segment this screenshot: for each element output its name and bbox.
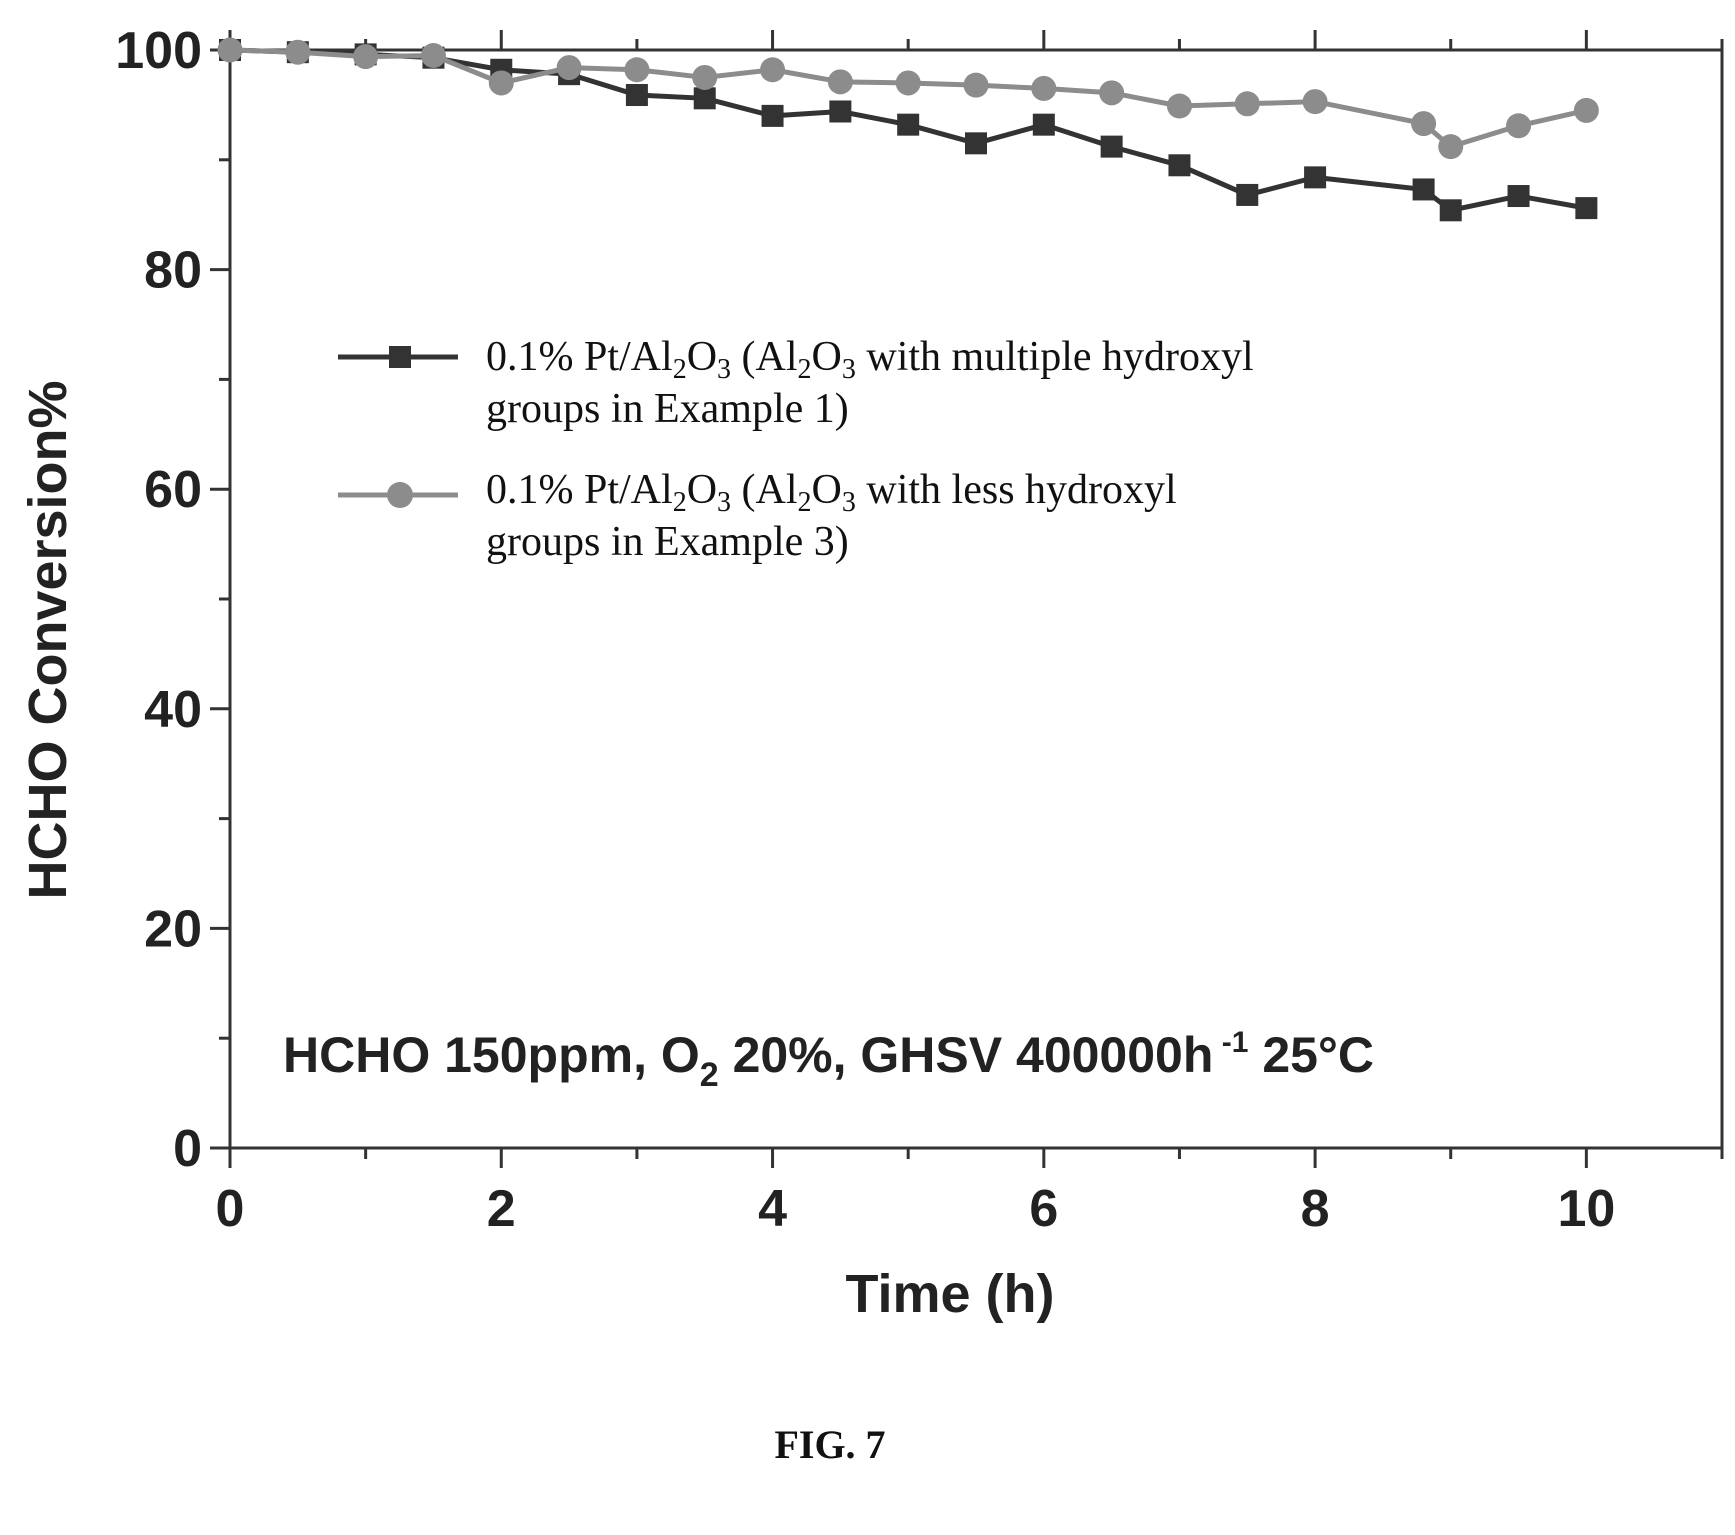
data-point-square — [1236, 183, 1259, 206]
data-point-circle — [488, 70, 514, 96]
data-point-circle — [1099, 80, 1125, 106]
series-1 — [219, 39, 1598, 222]
data-point-square — [1507, 185, 1530, 208]
x-axis-label: Time (h) — [845, 1264, 1054, 1324]
data-point-circle — [217, 37, 243, 63]
x-tick-label: 4 — [758, 1180, 787, 1238]
series-2 — [217, 37, 1599, 160]
y-tick-label: 0 — [173, 1120, 202, 1178]
y-tick-label: 40 — [144, 681, 202, 739]
plot-border — [228, 48, 1724, 1150]
y-tick-label: 100 — [115, 22, 202, 80]
y-axis-ticks: 0 20 40 60 80 100 — [115, 22, 230, 1178]
data-point-square — [1304, 166, 1327, 189]
data-point-circle — [1411, 111, 1437, 137]
plot-frame — [228, 48, 1724, 1150]
x-tick-label: 2 — [487, 1180, 516, 1238]
data-point-square — [897, 113, 920, 136]
data-point-square — [1100, 135, 1123, 158]
legend-label-series-1: 0.1% Pt/Al2O3 (Al2O3 with multiple hydro… — [486, 334, 1264, 432]
legend-marker-circle — [387, 482, 413, 508]
y-tick-label: 60 — [144, 461, 202, 519]
data-point-square — [625, 84, 648, 107]
y-axis-label: HCHO Conversion% — [18, 380, 78, 899]
data-point-circle — [1234, 91, 1260, 117]
data-point-circle — [1302, 89, 1328, 115]
data-point-circle — [827, 69, 853, 95]
figure-label: FIG. 7 — [774, 1422, 885, 1467]
legend-marker-square — [389, 346, 411, 368]
data-point-circle — [420, 42, 446, 68]
data-point-square — [1168, 154, 1191, 177]
data-point-square — [1412, 178, 1435, 201]
data-point-square — [693, 87, 716, 110]
x-tick-label: 10 — [1557, 1180, 1615, 1238]
data-point-circle — [692, 64, 718, 90]
data-point-circle — [1506, 113, 1532, 139]
x-tick-label: 8 — [1301, 1180, 1330, 1238]
x-tick-label: 0 — [216, 1180, 245, 1238]
legend: 0.1% Pt/Al2O3 (Al2O3 with multiple hydro… — [338, 334, 1264, 565]
y-tick-label: 20 — [144, 900, 202, 958]
legend-entry-series-2: 0.1% Pt/Al2O3 (Al2O3 with less hydroxyl … — [338, 467, 1187, 565]
data-point-circle — [1166, 93, 1192, 119]
y-tick-label: 80 — [144, 242, 202, 300]
series-layer — [217, 37, 1599, 222]
conditions-annotation: HCHO 150ppm, O2 20%, GHSV 400000h -1 25°… — [283, 1026, 1374, 1094]
data-point-square — [1575, 197, 1598, 220]
x-axis-ticks: 0 2 4 6 8 10 — [216, 30, 1724, 1238]
data-point-square — [1032, 113, 1055, 136]
data-point-circle — [963, 72, 989, 98]
data-point-square — [1439, 199, 1462, 222]
legend-entry-series-1: 0.1% Pt/Al2O3 (Al2O3 with multiple hydro… — [338, 334, 1264, 432]
data-point-circle — [624, 57, 650, 83]
data-point-square — [965, 132, 987, 155]
data-point-square — [829, 100, 852, 123]
data-point-circle — [895, 70, 921, 96]
data-point-square — [761, 104, 784, 127]
data-point-circle — [1438, 134, 1464, 160]
data-point-circle — [556, 55, 582, 81]
data-point-circle — [760, 57, 786, 83]
data-point-circle — [1031, 75, 1057, 101]
data-point-circle — [353, 44, 379, 70]
data-point-circle — [1573, 97, 1599, 123]
legend-label-series-2: 0.1% Pt/Al2O3 (Al2O3 with less hydroxyl … — [486, 467, 1187, 565]
data-point-circle — [285, 39, 311, 65]
x-tick-label: 6 — [1029, 1180, 1058, 1238]
